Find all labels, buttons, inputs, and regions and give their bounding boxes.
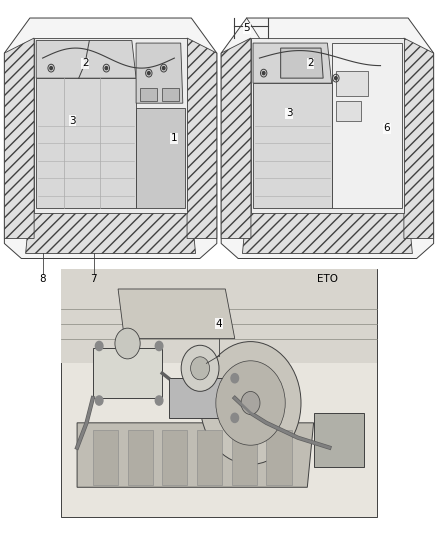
Circle shape <box>162 67 165 70</box>
Polygon shape <box>281 48 323 78</box>
Circle shape <box>148 71 150 75</box>
Circle shape <box>95 396 103 405</box>
Polygon shape <box>232 430 257 485</box>
Polygon shape <box>36 41 136 78</box>
Circle shape <box>181 345 219 391</box>
Text: 7: 7 <box>90 273 97 284</box>
Circle shape <box>262 71 265 75</box>
Text: 5: 5 <box>244 23 250 33</box>
Polygon shape <box>221 18 434 259</box>
Text: 1: 1 <box>171 133 178 143</box>
Circle shape <box>155 396 163 405</box>
Circle shape <box>191 357 209 380</box>
Polygon shape <box>25 208 195 254</box>
Text: ETO: ETO <box>317 273 338 284</box>
Polygon shape <box>93 430 118 485</box>
Polygon shape <box>332 43 402 208</box>
Text: 4: 4 <box>215 319 223 329</box>
Text: 3: 3 <box>286 108 293 118</box>
Circle shape <box>50 67 53 70</box>
Polygon shape <box>162 430 187 485</box>
Polygon shape <box>187 38 217 238</box>
Polygon shape <box>314 413 364 467</box>
Polygon shape <box>36 78 136 208</box>
Polygon shape <box>61 269 377 364</box>
Circle shape <box>216 361 285 445</box>
Polygon shape <box>336 71 368 96</box>
Circle shape <box>105 67 108 70</box>
Polygon shape <box>34 38 187 213</box>
Circle shape <box>231 374 239 383</box>
Text: 2: 2 <box>307 58 314 68</box>
FancyBboxPatch shape <box>162 88 179 101</box>
Circle shape <box>335 77 337 80</box>
Polygon shape <box>404 38 434 238</box>
Polygon shape <box>4 8 217 259</box>
Polygon shape <box>251 38 404 213</box>
Polygon shape <box>4 18 217 259</box>
Polygon shape <box>336 101 361 120</box>
Polygon shape <box>136 108 185 208</box>
Polygon shape <box>61 269 377 517</box>
Polygon shape <box>4 38 34 238</box>
Polygon shape <box>169 378 235 418</box>
Text: 2: 2 <box>82 58 88 68</box>
Polygon shape <box>136 43 183 103</box>
Polygon shape <box>266 430 292 485</box>
Circle shape <box>115 328 140 359</box>
Polygon shape <box>253 43 332 83</box>
Polygon shape <box>221 8 434 259</box>
Polygon shape <box>197 430 222 485</box>
Polygon shape <box>118 289 235 338</box>
Text: 3: 3 <box>69 116 76 126</box>
Polygon shape <box>221 38 251 238</box>
Circle shape <box>231 413 239 423</box>
Polygon shape <box>127 430 153 485</box>
Polygon shape <box>77 423 314 487</box>
Polygon shape <box>253 83 332 208</box>
Polygon shape <box>243 208 413 254</box>
Circle shape <box>155 342 163 351</box>
Polygon shape <box>93 349 162 398</box>
FancyBboxPatch shape <box>140 88 157 101</box>
Circle shape <box>95 342 103 351</box>
Circle shape <box>241 391 260 415</box>
Circle shape <box>200 342 301 464</box>
Text: 8: 8 <box>39 273 46 284</box>
Text: 6: 6 <box>384 123 390 133</box>
